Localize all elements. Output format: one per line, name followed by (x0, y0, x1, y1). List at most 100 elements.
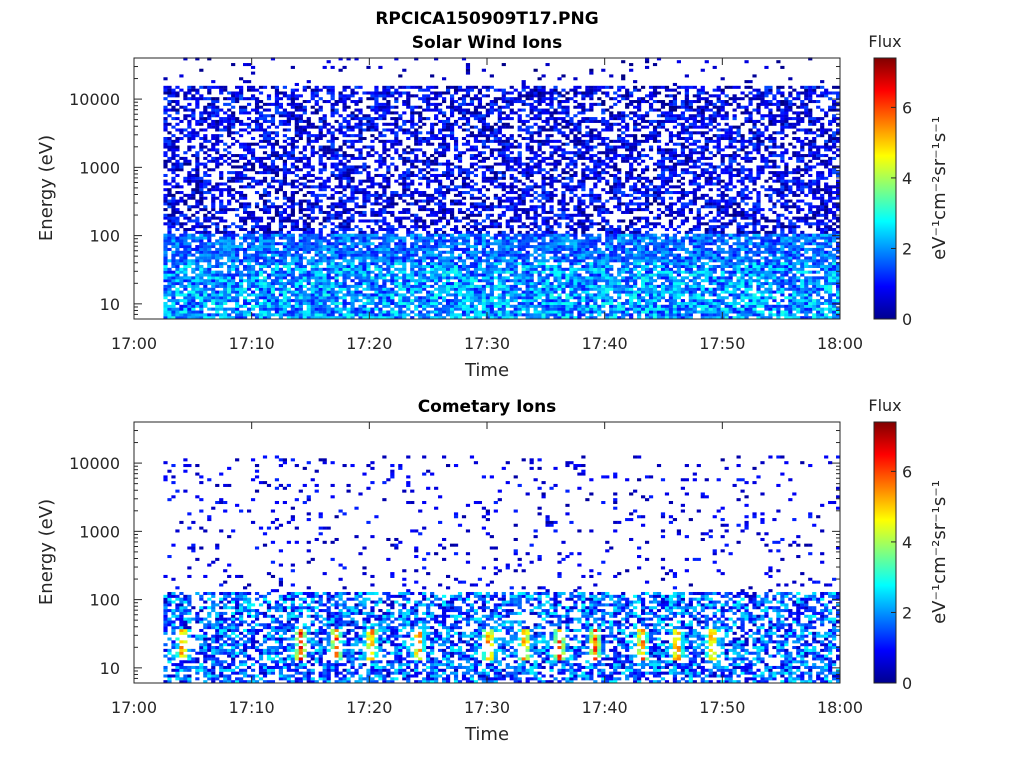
heatmap-cell (509, 247, 514, 251)
heatmap-cell (163, 256, 168, 260)
heatmap-cell (442, 171, 447, 175)
heatmap-cell (390, 270, 395, 274)
heatmap-cell (521, 270, 526, 274)
heatmap-cell (529, 131, 534, 135)
heatmap-cell (199, 199, 204, 203)
heatmap-cell (481, 159, 486, 163)
heatmap-cell (219, 256, 224, 260)
heatmap-cell (215, 100, 220, 104)
heatmap-cell (505, 222, 510, 226)
heatmap-cell (481, 125, 486, 129)
heatmap-cell (338, 202, 343, 206)
heatmap-cell (481, 273, 486, 277)
heatmap-cell (254, 219, 260, 223)
heatmap-cell (286, 282, 291, 286)
heatmap-cell (314, 307, 319, 311)
heatmap-cell (509, 91, 514, 95)
heatmap-cell (497, 296, 502, 300)
heatmap-cell (350, 208, 355, 212)
heatmap-cell (390, 196, 395, 200)
heatmap-cell (449, 239, 455, 243)
heatmap-cell (461, 102, 467, 106)
heatmap-cell (243, 122, 248, 126)
heatmap-cell (505, 142, 510, 146)
heatmap-cell (314, 193, 319, 197)
heatmap-cell (386, 122, 391, 126)
heatmap-cell (282, 250, 287, 254)
heatmap-cell (346, 119, 351, 123)
heatmap-cell (461, 304, 467, 308)
heatmap-cell (330, 301, 335, 305)
heatmap-cell (509, 284, 514, 288)
heatmap-cell (227, 179, 232, 183)
heatmap-cell (438, 284, 443, 288)
heatmap-cell (250, 273, 256, 277)
heatmap-cell (402, 236, 407, 240)
heatmap-cell (334, 310, 339, 314)
heatmap-cell (318, 145, 323, 149)
heatmap-cell (286, 128, 291, 132)
heatmap-cell (227, 279, 232, 283)
heatmap-cell (290, 105, 295, 109)
heatmap-cell (314, 301, 319, 305)
heatmap-cell (318, 136, 323, 141)
heatmap-cell (461, 236, 467, 240)
heatmap-cell (457, 173, 463, 177)
heatmap-cell (354, 125, 359, 129)
heatmap-cell (469, 299, 475, 303)
heatmap-cell (410, 230, 415, 234)
heatmap-cell (278, 179, 284, 183)
heatmap-cell (453, 299, 459, 303)
heatmap-cell (302, 182, 307, 186)
heatmap-cell (481, 247, 486, 251)
heatmap-cell (302, 213, 307, 217)
heatmap-cell (374, 282, 379, 286)
heatmap-cell (350, 259, 355, 263)
heatmap-cell (298, 125, 303, 129)
heatmap-cell (199, 282, 204, 286)
heatmap-cell (449, 216, 455, 220)
heatmap-cell (258, 233, 264, 237)
heatmap-cell (290, 65, 295, 69)
heatmap-cell (529, 245, 534, 249)
heatmap-cell (509, 236, 514, 240)
heatmap-cell (350, 213, 355, 217)
heatmap-cell (199, 287, 204, 291)
heatmap-cell (203, 290, 208, 294)
heatmap-cell (485, 85, 490, 89)
heatmap-cell (358, 276, 363, 280)
heatmap-cell (246, 310, 252, 314)
heatmap-cell (473, 270, 479, 274)
heatmap-cell (422, 270, 427, 274)
heatmap-cell (414, 253, 419, 257)
heatmap-cell (426, 225, 431, 229)
heatmap-cell (290, 219, 295, 223)
heatmap-cell (294, 304, 299, 308)
heatmap-cell (310, 208, 315, 212)
heatmap-cell (362, 193, 367, 197)
heatmap-cell (382, 142, 387, 146)
heatmap-cell (235, 256, 240, 260)
heatmap-cell (525, 171, 530, 175)
heatmap-cell (278, 279, 284, 283)
heatmap-cell (282, 304, 287, 308)
heatmap-cell (497, 313, 502, 317)
heatmap-cell (171, 313, 176, 317)
heatmap-cell (294, 145, 299, 149)
heatmap-cell (326, 122, 331, 126)
heatmap-cell (469, 304, 475, 308)
heatmap-cell (509, 102, 514, 106)
heatmap-cell (187, 193, 192, 197)
heatmap-cell (330, 145, 335, 149)
heatmap-cell (473, 219, 479, 223)
heatmap-cell (398, 94, 403, 98)
heatmap-cell (326, 273, 331, 277)
heatmap-cell (342, 227, 347, 232)
heatmap-cell (290, 247, 295, 251)
heatmap-cell (366, 97, 371, 101)
heatmap-cell (374, 88, 379, 92)
heatmap-cell (322, 154, 327, 158)
heatmap-cell (334, 100, 339, 104)
heatmap-cell (262, 193, 268, 197)
heatmap-cell (422, 191, 427, 195)
